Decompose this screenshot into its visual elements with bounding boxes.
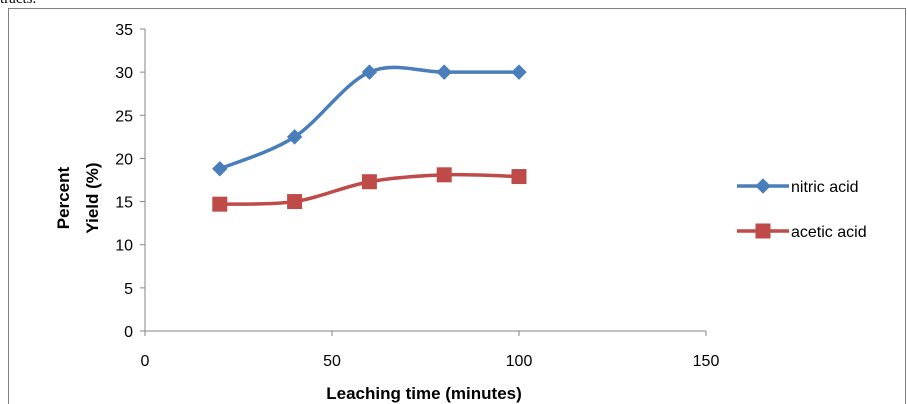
legend-label: acetic acid bbox=[791, 224, 867, 241]
y-axis-title-line-1: Percent bbox=[54, 166, 73, 229]
data-point-nitric-acid bbox=[511, 64, 527, 80]
legend-item-nitric-acid: nitric acid bbox=[737, 178, 859, 196]
legend-label: nitric acid bbox=[791, 179, 859, 196]
data-point-nitric-acid bbox=[436, 64, 452, 80]
y-tick-label: 20 bbox=[115, 151, 133, 168]
legend-marker bbox=[755, 178, 771, 194]
y-tick-label: 35 bbox=[115, 22, 133, 39]
data-point-nitric-acid bbox=[212, 161, 228, 177]
data-point-acetic-acid bbox=[436, 167, 452, 183]
y-tick-label: 10 bbox=[115, 238, 133, 255]
series-acetic-acid bbox=[212, 167, 527, 212]
series-nitric-acid bbox=[212, 64, 527, 177]
y-tick-label: 0 bbox=[124, 324, 133, 341]
data-point-acetic-acid bbox=[212, 196, 228, 212]
x-tick-label: 0 bbox=[141, 353, 150, 370]
series-line-nitric-acid bbox=[219, 65, 519, 171]
y-tick-label: 15 bbox=[115, 195, 133, 212]
y-axis: 0 5 10 15 20 25 30 35 bbox=[115, 22, 146, 341]
y-tick-label: 5 bbox=[124, 281, 133, 298]
x-tick-label: 50 bbox=[323, 353, 341, 370]
y-axis-title-line-2: Yield (%) bbox=[83, 162, 102, 233]
x-tick-label: 150 bbox=[693, 353, 720, 370]
y-tick-label: 30 bbox=[115, 65, 133, 82]
data-point-nitric-acid bbox=[286, 129, 303, 145]
data-point-nitric-acid bbox=[361, 64, 378, 80]
x-tick-label: 100 bbox=[506, 353, 533, 370]
cropped-caption-text: tracts. bbox=[0, 0, 36, 8]
chart-border bbox=[8, 8, 906, 404]
x-axis: 0 50 100 150 bbox=[141, 330, 720, 370]
legend-marker bbox=[755, 223, 771, 239]
series-layer bbox=[212, 64, 527, 212]
legend-item-acetic-acid: acetic acid bbox=[737, 223, 867, 241]
x-axis-title: Leaching time (minutes) bbox=[326, 384, 522, 403]
data-point-acetic-acid bbox=[287, 194, 303, 210]
legend: nitric acid acetic acid bbox=[737, 178, 867, 241]
y-tick-label: 25 bbox=[115, 108, 133, 125]
data-point-acetic-acid bbox=[511, 169, 527, 185]
data-point-acetic-acid bbox=[361, 174, 377, 190]
